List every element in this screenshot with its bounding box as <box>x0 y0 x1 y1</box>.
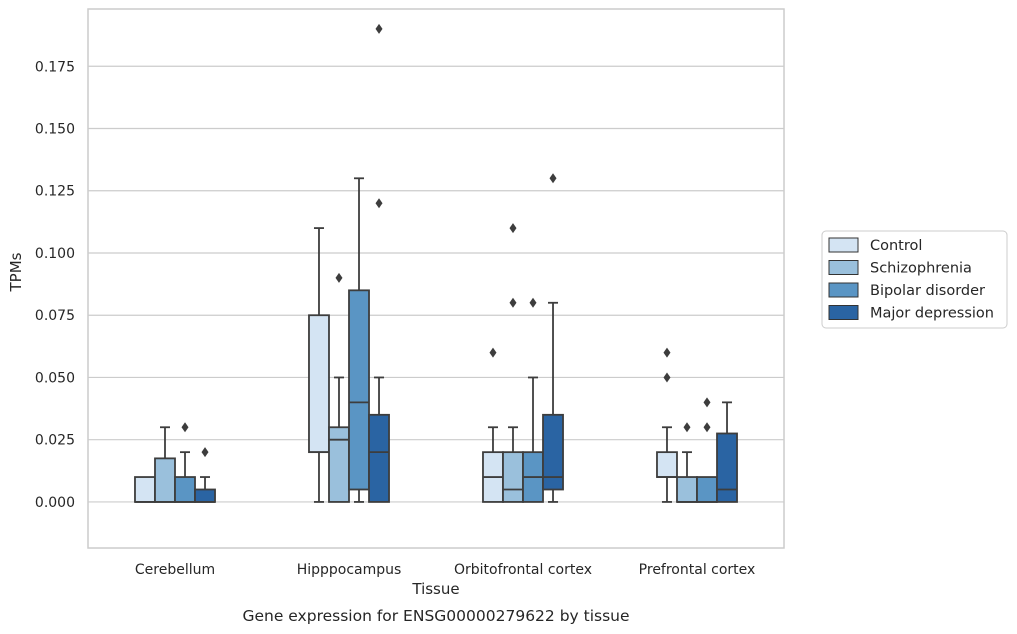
box-2-1 <box>348 177 370 503</box>
box-body <box>368 413 390 503</box>
legend-label: Bipolar disorder <box>870 283 985 299</box>
box-2-0 <box>174 422 196 503</box>
box-body <box>174 476 196 503</box>
outlier-point <box>509 297 517 308</box>
figure-caption: Gene expression for ENSG00000279622 by t… <box>242 607 629 625</box>
x-tick-label: Orbitofrontal cortex <box>454 562 592 578</box>
x-tick-label: Cerebellum <box>135 562 215 578</box>
box-body <box>154 457 176 503</box>
box-body <box>716 432 738 503</box>
outlier-point <box>335 272 343 283</box>
box-0-1 <box>308 227 330 503</box>
y-tick-label: 0.125 <box>35 184 75 200</box>
y-tick-label: 0.050 <box>35 370 75 386</box>
box-2-2 <box>522 297 544 503</box>
box-0-3 <box>656 347 678 503</box>
y-tick-label: 0.175 <box>35 59 75 75</box>
box-body <box>348 289 370 491</box>
outlier-point <box>375 23 383 34</box>
legend: Control Schizophrenia Bipolar disorder Majo… <box>821 230 1008 329</box>
outlier-point <box>181 422 189 433</box>
box-2-3 <box>696 397 718 503</box>
box-body <box>696 476 718 503</box>
outlier-point <box>529 297 537 308</box>
box-1-0 <box>154 426 176 503</box>
x-tick-label: Hipppocampus <box>297 562 402 578</box>
x-axis-label: Tissue <box>411 580 459 598</box>
outlier-point <box>375 198 383 209</box>
outlier-point <box>703 397 711 408</box>
box-body <box>542 413 564 491</box>
box-body <box>134 476 156 503</box>
y-tick-label: 0.025 <box>35 433 75 449</box>
outlier-point <box>549 173 557 184</box>
legend-label: Major depression <box>870 306 994 322</box>
outlier-point <box>201 447 209 458</box>
outlier-point <box>663 372 671 383</box>
x-tick-label: Prefrontal cortex <box>639 562 756 578</box>
box-body <box>308 314 330 454</box>
boxes-layer <box>134 23 738 503</box>
outlier-point <box>489 347 497 358</box>
box-3-3 <box>716 401 738 503</box>
box-body <box>194 488 216 503</box>
y-tick-label: 0.075 <box>35 308 75 324</box>
legend-swatch <box>828 282 859 298</box>
grid-layer <box>88 65 784 503</box>
plot-frame <box>87 8 785 549</box>
legend-swatch <box>828 260 859 275</box>
box-3-2 <box>542 173 564 503</box>
y-axis-ticks: 0.000 0.025 0.050 0.075 0.100 0.125 0.150 0.175 <box>35 59 75 511</box>
box-0-0 <box>134 476 156 503</box>
box-3-0 <box>194 447 216 503</box>
legend-frame <box>821 230 1008 329</box>
plot-area <box>88 9 784 548</box>
outlier-point <box>663 347 671 358</box>
legend-swatch <box>828 237 859 253</box>
box-body <box>328 426 350 503</box>
box-3-1 <box>368 23 390 503</box>
y-tick-label: 0.000 <box>35 495 75 511</box>
y-tick-label: 0.100 <box>35 246 75 262</box>
y-tick-label: 0.150 <box>35 122 75 138</box>
box-body <box>656 451 678 478</box>
legend-label: Schizophrenia <box>870 261 972 277</box>
legend-swatch <box>828 305 859 320</box>
outlier-point <box>703 422 711 433</box>
box-1-1 <box>328 272 350 503</box>
box-body <box>676 476 698 503</box>
outlier-point <box>509 223 517 234</box>
outlier-point <box>683 422 691 433</box>
x-axis-ticks: Cerebellum Hipppocampus Orbitofrontal cort… <box>135 562 755 578</box>
y-axis-label: TPMs <box>7 252 25 292</box>
box-body <box>502 451 524 503</box>
legend-label: Control <box>870 238 922 254</box>
